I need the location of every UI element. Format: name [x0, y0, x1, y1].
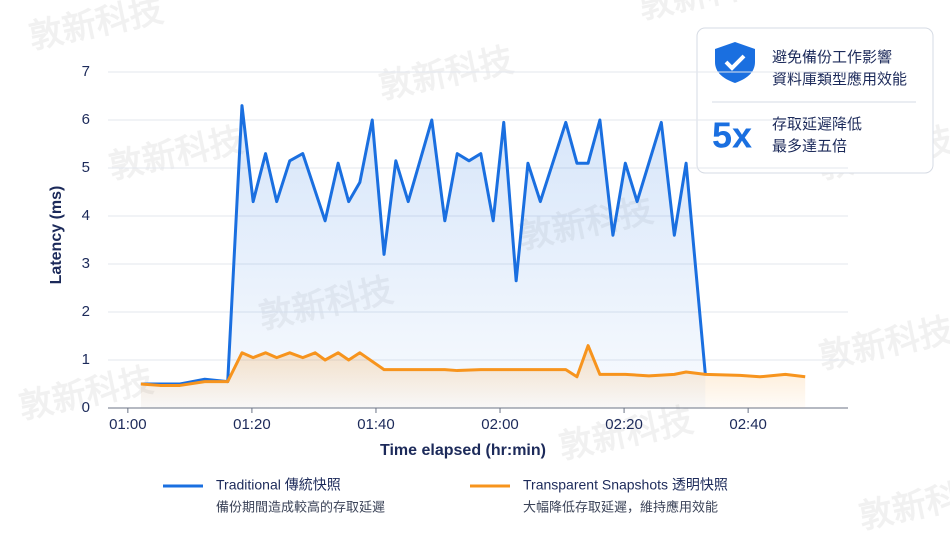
area-fill — [140, 105, 706, 408]
x-tick-label: 02:00 — [481, 416, 519, 433]
watermark: 敦新科技 — [816, 311, 950, 376]
legend-label: Transparent Snapshots 透明快照 — [523, 477, 728, 493]
watermark: 敦新科技 — [636, 0, 777, 27]
watermark: 敦新科技 — [376, 41, 517, 106]
y-tick-label: 5 — [82, 159, 90, 176]
x-tick-label: 02:20 — [605, 416, 643, 433]
line — [140, 344, 806, 387]
callout-text: 最多達五倍 — [772, 138, 847, 155]
x-tick-label: 01:40 — [357, 416, 395, 433]
y-tick-label: 1 — [82, 351, 90, 368]
y-tick-label: 4 — [82, 207, 90, 224]
x-tick-label: 01:20 — [233, 416, 271, 433]
y-tick-label: 6 — [82, 111, 90, 128]
callout: 避免備份工作影響 資料庫類型應用效能 5x 存取延遲降低 最多達五倍 — [696, 27, 934, 174]
y-tick-label: 3 — [82, 255, 90, 272]
watermark: 敦新科技 — [556, 401, 697, 466]
check-icon — [724, 54, 746, 71]
watermark: 敦新科技 — [106, 121, 247, 186]
area-fill — [140, 345, 806, 408]
watermark: 敦新科技 — [26, 0, 167, 57]
callout-factor: 5x — [712, 115, 752, 156]
x-axis-label: Time elapsed (hr:min) — [380, 442, 546, 459]
x-tick-label: 01:00 — [109, 416, 147, 433]
y-tick-label: 2 — [82, 303, 90, 320]
x-tick-label: 02:40 — [729, 416, 767, 433]
watermark: 敦新科技 — [856, 471, 950, 535]
y-tick-label: 7 — [82, 63, 90, 80]
legend-description: 大幅降低存取延遲，維持應用效能 — [523, 499, 718, 514]
y-axis-label: Latency (ms) — [48, 186, 65, 285]
legend-label: Traditional 傳統快照 — [216, 477, 341, 493]
callout-box — [696, 27, 934, 174]
callout-line: 資料庫類型應用效能 — [772, 70, 907, 88]
y-tick-label: 0 — [82, 399, 90, 416]
callout-text: 存取延遲降低 — [772, 116, 862, 133]
legend-description: 備份期間造成較高的存取延遲 — [216, 499, 385, 514]
callout-line: 避免備份工作影響 — [772, 48, 892, 66]
line — [140, 104, 707, 386]
